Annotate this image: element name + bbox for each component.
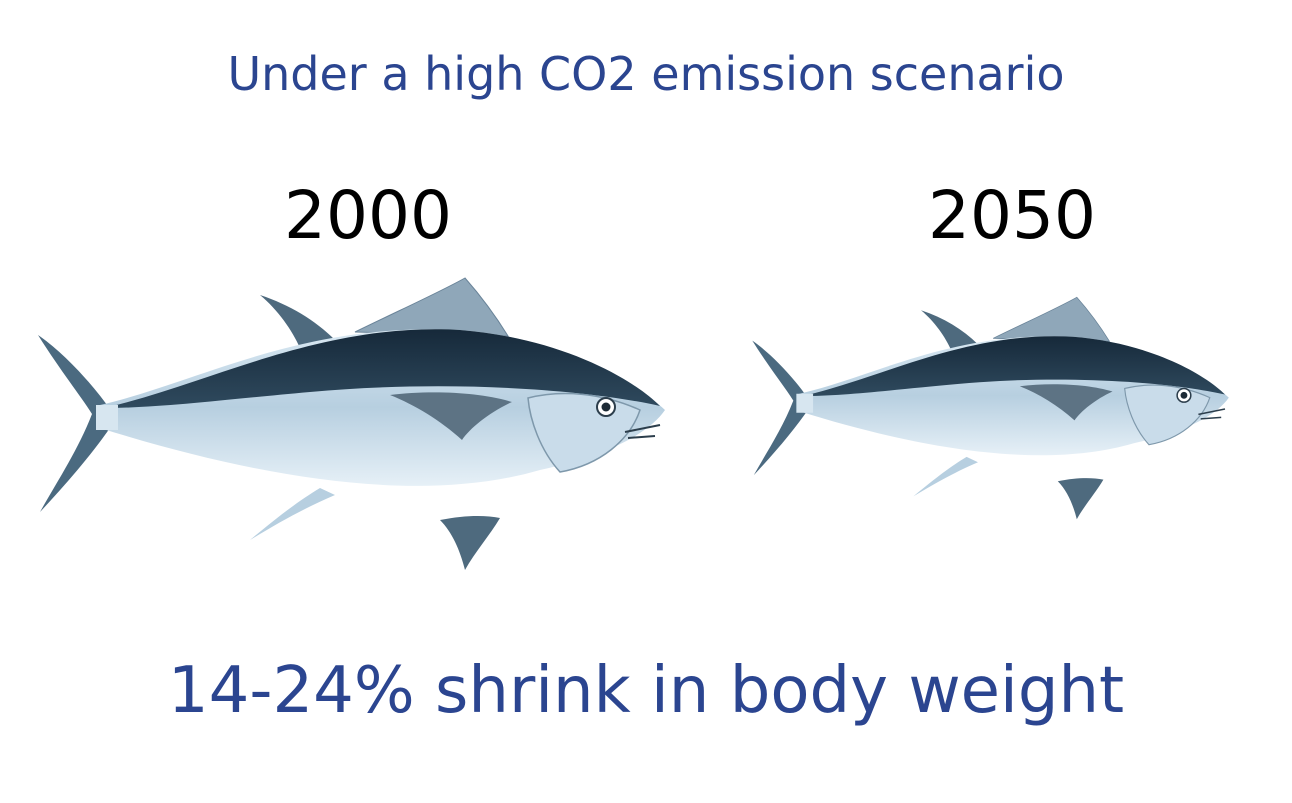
title: Under a high CO2 emission scenario: [227, 47, 1064, 101]
year-label: 2000: [284, 177, 452, 254]
caption: 14-24% shrink in body weight: [168, 654, 1124, 728]
fish-illustration: [37, 277, 666, 571]
fish-illustration: [751, 296, 1230, 520]
year-label: 2050: [928, 177, 1096, 254]
